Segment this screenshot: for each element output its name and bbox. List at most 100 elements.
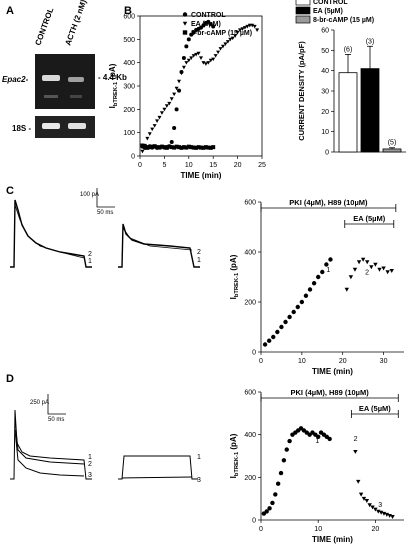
data-point xyxy=(320,269,325,275)
legend-label: EA (5µM) xyxy=(313,8,343,15)
data-point xyxy=(390,515,395,519)
trace-d-label-1b: 1 xyxy=(197,454,201,461)
data-point xyxy=(169,140,174,144)
trace-d-label-3: 3 xyxy=(88,472,92,479)
data-point xyxy=(284,447,289,452)
data-point xyxy=(199,56,203,60)
data-point xyxy=(381,266,386,271)
data-point xyxy=(181,145,186,150)
data-point xyxy=(206,61,211,65)
data-point xyxy=(145,136,150,141)
gel-18s xyxy=(35,116,95,138)
data-point xyxy=(378,510,384,515)
data-point xyxy=(201,61,206,65)
y-tick-label: 0 xyxy=(252,350,256,357)
y-tick-label: 400 xyxy=(244,250,256,257)
data-point xyxy=(295,304,300,310)
data-point xyxy=(266,338,272,343)
plot-frame xyxy=(139,15,263,157)
bar-2 xyxy=(382,148,402,153)
data-point xyxy=(181,56,186,60)
y-axis-label: IbTREK-1 (pA) xyxy=(229,254,240,299)
annotation-pki: PKI (4µM), H89 (10µM) xyxy=(289,198,368,207)
data-point xyxy=(352,267,358,272)
bracket-pki-ends xyxy=(260,204,397,212)
data-point xyxy=(328,257,333,262)
x-tick-label: 15 xyxy=(209,162,217,169)
series-2 xyxy=(140,143,216,150)
data-point xyxy=(264,509,269,514)
data-point xyxy=(194,145,199,150)
data-point xyxy=(270,500,275,506)
series-0 xyxy=(262,257,333,347)
data-point xyxy=(373,262,378,267)
data-point xyxy=(159,111,164,115)
x-axis-label: TIME (min) xyxy=(181,171,222,180)
data-point xyxy=(162,145,167,150)
panel-a-letter: A xyxy=(6,5,14,17)
data-point xyxy=(208,58,213,63)
panel-d-letter: D xyxy=(6,373,14,385)
data-point xyxy=(150,144,155,149)
data-point xyxy=(365,260,370,265)
data-point xyxy=(164,104,169,108)
annotation-ea: EA (5µM) xyxy=(353,214,385,223)
data-point xyxy=(364,499,370,503)
point-label-2: 2 xyxy=(365,270,369,277)
data-point xyxy=(387,513,392,518)
data-point xyxy=(199,145,203,150)
chart-b-bar: 0 10 20 30 40 50 60 CURRENT DENSITY (pA/pF) (6) (… xyxy=(295,0,406,157)
data-point xyxy=(172,145,177,150)
trace-c-label-2b: 2 xyxy=(197,249,201,256)
data-point xyxy=(152,144,157,149)
n-label: (5) xyxy=(388,140,397,147)
y-tick-label: 60 xyxy=(321,28,329,35)
data-point xyxy=(211,24,216,29)
data-point xyxy=(303,293,309,298)
data-point xyxy=(233,34,238,38)
data-point xyxy=(287,438,292,444)
data-point xyxy=(327,436,332,442)
data-point xyxy=(279,324,284,330)
data-point xyxy=(389,268,394,273)
data-point xyxy=(155,119,160,123)
legend-marker xyxy=(182,30,188,35)
y-tick-label: 600 xyxy=(244,390,256,397)
data-point xyxy=(348,275,354,280)
data-point xyxy=(250,23,255,28)
x-tick-label: 20 xyxy=(372,526,380,533)
scale-c-x: 50 ms xyxy=(97,210,113,216)
data-point xyxy=(140,149,145,154)
x-tick-label: 10 xyxy=(314,526,322,533)
panel-c-letter: C xyxy=(6,185,14,197)
x-tick-label: 10 xyxy=(185,162,193,169)
data-point xyxy=(384,512,390,517)
data-point xyxy=(181,65,186,70)
y-axis-label: IbTREK-1 (pA) xyxy=(108,63,119,108)
y-tick-label: 20 xyxy=(321,109,329,116)
data-point xyxy=(291,309,296,315)
data-point xyxy=(167,144,172,149)
bracket-ea-ends xyxy=(350,410,399,418)
data-point xyxy=(218,47,223,51)
data-point xyxy=(228,37,233,42)
data-point xyxy=(242,26,247,30)
data-point xyxy=(361,496,367,501)
data-point xyxy=(223,42,228,46)
data-point xyxy=(235,30,240,35)
x-tick-label: 0 xyxy=(259,358,263,365)
y-tick-label: 10 xyxy=(321,129,329,136)
data-point xyxy=(157,145,162,150)
data-point xyxy=(262,342,268,347)
point-label-2: 2 xyxy=(354,436,358,443)
data-point xyxy=(287,314,292,320)
data-point xyxy=(385,270,390,275)
y-tick-label: 0 xyxy=(252,518,256,525)
legend-swatch xyxy=(295,15,311,24)
y-tick-label: 50 xyxy=(321,48,329,55)
point-label-1: 1 xyxy=(315,438,319,445)
data-point xyxy=(152,124,157,128)
trace-d-label-1: 1 xyxy=(88,454,92,461)
y-tick-label: 600 xyxy=(123,14,135,21)
